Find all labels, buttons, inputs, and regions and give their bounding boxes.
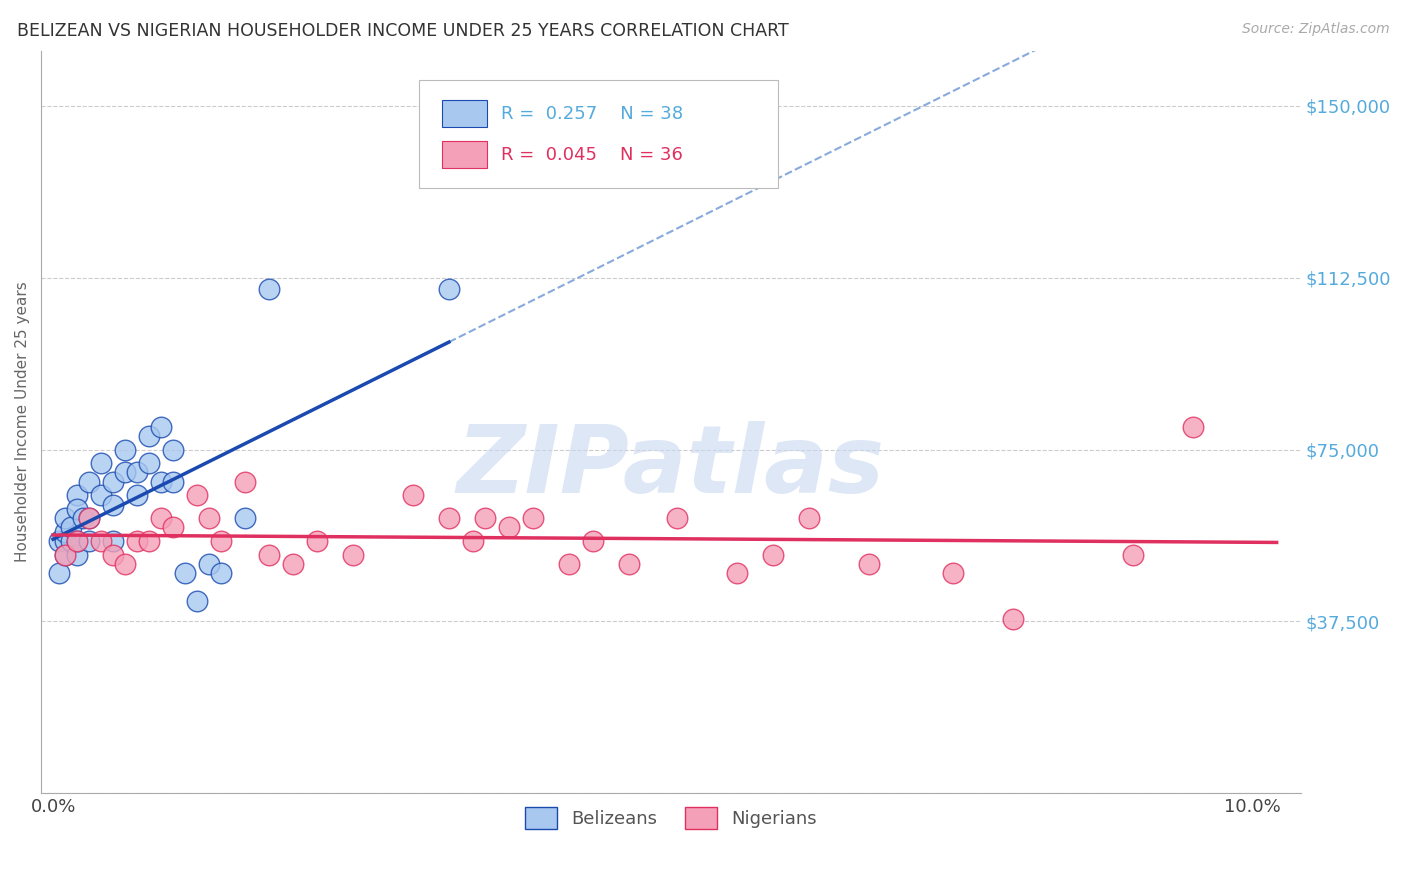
Point	[942, 566, 965, 581]
Point	[77, 534, 100, 549]
Point	[725, 566, 748, 581]
Point	[77, 511, 100, 525]
Point	[48, 566, 70, 581]
Point	[53, 511, 76, 525]
FancyBboxPatch shape	[419, 80, 778, 188]
Point	[90, 534, 112, 549]
Point	[209, 566, 232, 581]
Point	[101, 475, 124, 489]
Point	[60, 520, 83, 534]
Point	[66, 488, 89, 502]
Point	[66, 502, 89, 516]
Point	[66, 534, 89, 549]
Text: Source: ZipAtlas.com: Source: ZipAtlas.com	[1241, 22, 1389, 37]
Point	[138, 429, 160, 443]
Point	[797, 511, 820, 525]
Point	[66, 534, 89, 549]
Point	[198, 511, 221, 525]
Point	[48, 534, 70, 549]
Point	[858, 557, 880, 571]
Point	[53, 534, 76, 549]
Point	[125, 488, 148, 502]
Point	[257, 548, 280, 562]
Point	[162, 442, 184, 457]
Point	[174, 566, 197, 581]
Point	[114, 466, 136, 480]
Point	[162, 520, 184, 534]
Point	[281, 557, 304, 571]
Point	[437, 282, 460, 296]
Y-axis label: Householder Income Under 25 years: Householder Income Under 25 years	[15, 282, 30, 562]
Point	[77, 475, 100, 489]
Point	[186, 594, 208, 608]
Point	[125, 534, 148, 549]
Point	[305, 534, 328, 549]
Point	[209, 534, 232, 549]
Point	[257, 282, 280, 296]
Point	[198, 557, 221, 571]
Point	[150, 419, 173, 434]
Point	[125, 466, 148, 480]
Legend: Belizeans, Nigerians: Belizeans, Nigerians	[517, 800, 824, 837]
Point	[186, 488, 208, 502]
Point	[582, 534, 605, 549]
Point	[342, 548, 364, 562]
Point	[762, 548, 785, 562]
FancyBboxPatch shape	[441, 141, 486, 168]
Text: R =  0.257    N = 38: R = 0.257 N = 38	[501, 104, 683, 123]
Point	[101, 498, 124, 512]
Point	[1001, 612, 1024, 626]
Point	[90, 456, 112, 470]
Point	[162, 475, 184, 489]
Point	[53, 524, 76, 539]
Point	[437, 511, 460, 525]
Point	[138, 534, 160, 549]
Point	[150, 475, 173, 489]
Point	[53, 548, 76, 562]
Point	[233, 511, 256, 525]
Point	[72, 511, 94, 525]
Point	[1122, 548, 1144, 562]
Point	[1181, 419, 1204, 434]
Point	[233, 475, 256, 489]
Point	[114, 442, 136, 457]
Point	[60, 534, 83, 549]
Point	[474, 511, 496, 525]
Point	[558, 557, 581, 571]
Text: R =  0.045    N = 36: R = 0.045 N = 36	[501, 145, 683, 163]
Point	[53, 548, 76, 562]
Point	[101, 534, 124, 549]
Text: ZIPatlas: ZIPatlas	[457, 420, 884, 513]
Point	[90, 488, 112, 502]
Point	[498, 520, 520, 534]
Point	[665, 511, 688, 525]
Text: BELIZEAN VS NIGERIAN HOUSEHOLDER INCOME UNDER 25 YEARS CORRELATION CHART: BELIZEAN VS NIGERIAN HOUSEHOLDER INCOME …	[17, 22, 789, 40]
Point	[461, 534, 484, 549]
Point	[77, 511, 100, 525]
Point	[617, 557, 640, 571]
Point	[402, 488, 425, 502]
Point	[522, 511, 544, 525]
Point	[101, 548, 124, 562]
Point	[138, 456, 160, 470]
Point	[150, 511, 173, 525]
Point	[114, 557, 136, 571]
Point	[66, 548, 89, 562]
FancyBboxPatch shape	[441, 101, 486, 128]
